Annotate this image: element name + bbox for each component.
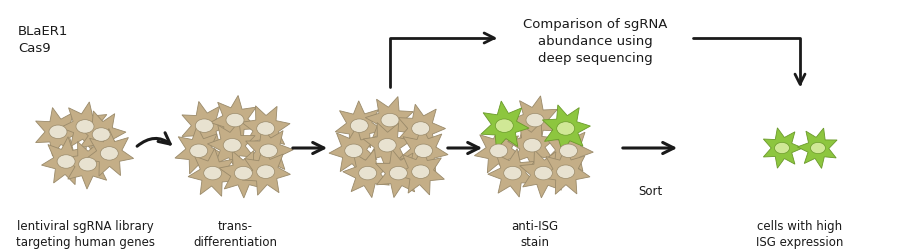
Ellipse shape bbox=[415, 144, 433, 158]
Ellipse shape bbox=[256, 165, 274, 178]
Polygon shape bbox=[481, 101, 529, 149]
Polygon shape bbox=[545, 126, 593, 175]
Ellipse shape bbox=[390, 166, 408, 180]
Polygon shape bbox=[329, 126, 377, 174]
Polygon shape bbox=[399, 104, 446, 153]
Text: BLaER1
Cas9: BLaER1 Cas9 bbox=[18, 25, 68, 55]
Polygon shape bbox=[36, 108, 83, 156]
Polygon shape bbox=[60, 102, 108, 150]
Polygon shape bbox=[508, 122, 556, 170]
Polygon shape bbox=[375, 149, 423, 198]
Polygon shape bbox=[364, 122, 411, 170]
Ellipse shape bbox=[345, 144, 363, 158]
Polygon shape bbox=[396, 147, 445, 195]
Polygon shape bbox=[211, 96, 258, 144]
Polygon shape bbox=[175, 126, 223, 174]
Polygon shape bbox=[474, 126, 523, 173]
Ellipse shape bbox=[495, 119, 513, 133]
Ellipse shape bbox=[411, 122, 429, 135]
Ellipse shape bbox=[195, 119, 213, 133]
Polygon shape bbox=[242, 147, 291, 195]
Ellipse shape bbox=[775, 142, 789, 154]
Polygon shape bbox=[400, 126, 448, 174]
Polygon shape bbox=[78, 111, 126, 159]
Ellipse shape bbox=[350, 119, 368, 133]
Polygon shape bbox=[543, 105, 590, 153]
Text: trans-
differentiation: trans- differentiation bbox=[193, 220, 277, 249]
Ellipse shape bbox=[490, 144, 508, 158]
Ellipse shape bbox=[100, 147, 118, 160]
Polygon shape bbox=[219, 150, 267, 198]
Ellipse shape bbox=[523, 138, 541, 152]
Polygon shape bbox=[488, 149, 536, 197]
Ellipse shape bbox=[526, 113, 544, 127]
Ellipse shape bbox=[76, 120, 94, 133]
Ellipse shape bbox=[223, 138, 241, 152]
Polygon shape bbox=[188, 148, 237, 196]
Text: Sort: Sort bbox=[638, 185, 662, 198]
Ellipse shape bbox=[557, 165, 575, 178]
Ellipse shape bbox=[256, 122, 274, 135]
Polygon shape bbox=[64, 142, 112, 189]
Ellipse shape bbox=[557, 122, 575, 135]
Text: anti-ISG
stain: anti-ISG stain bbox=[511, 220, 559, 249]
Polygon shape bbox=[241, 106, 290, 153]
Ellipse shape bbox=[92, 128, 110, 141]
Ellipse shape bbox=[203, 166, 221, 180]
Ellipse shape bbox=[259, 144, 277, 158]
Polygon shape bbox=[797, 128, 837, 168]
Polygon shape bbox=[365, 97, 413, 145]
Ellipse shape bbox=[504, 166, 522, 180]
Ellipse shape bbox=[378, 138, 396, 152]
Polygon shape bbox=[763, 128, 803, 168]
Polygon shape bbox=[207, 121, 255, 170]
Ellipse shape bbox=[381, 113, 399, 127]
Polygon shape bbox=[246, 127, 293, 175]
Ellipse shape bbox=[234, 166, 252, 180]
Ellipse shape bbox=[359, 166, 377, 180]
Polygon shape bbox=[510, 96, 557, 144]
Ellipse shape bbox=[560, 144, 578, 158]
Polygon shape bbox=[335, 101, 383, 148]
Polygon shape bbox=[182, 102, 230, 150]
Polygon shape bbox=[41, 137, 90, 185]
Polygon shape bbox=[519, 150, 568, 198]
Text: cells with high
ISG expression: cells with high ISG expression bbox=[756, 220, 843, 249]
Polygon shape bbox=[542, 147, 590, 194]
Text: Comparison of sgRNA
abundance using
deep sequencing: Comparison of sgRNA abundance using deep… bbox=[523, 18, 667, 65]
Ellipse shape bbox=[57, 155, 75, 168]
Text: lentiviral sgRNA library
targeting human genes: lentiviral sgRNA library targeting human… bbox=[15, 220, 155, 249]
Polygon shape bbox=[343, 149, 391, 198]
Ellipse shape bbox=[411, 165, 429, 178]
Ellipse shape bbox=[78, 158, 96, 171]
Ellipse shape bbox=[535, 166, 553, 180]
Polygon shape bbox=[86, 129, 133, 176]
Ellipse shape bbox=[811, 142, 825, 154]
Ellipse shape bbox=[190, 144, 208, 158]
Ellipse shape bbox=[49, 125, 67, 139]
Ellipse shape bbox=[226, 113, 244, 127]
